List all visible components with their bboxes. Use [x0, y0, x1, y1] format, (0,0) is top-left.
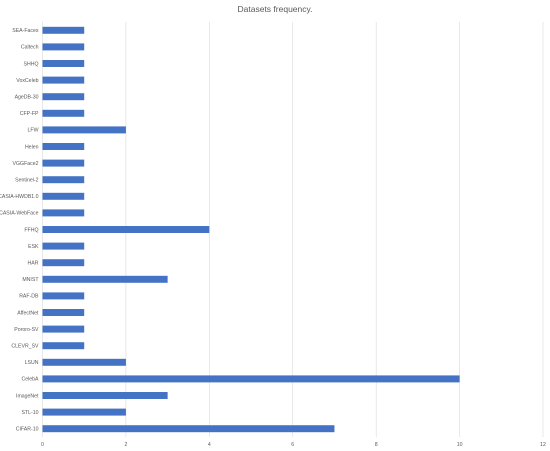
- category-label: VoxCeleb: [16, 78, 38, 84]
- category-label: STL-10: [21, 410, 38, 416]
- category-label: Pororo-SV: [14, 327, 39, 333]
- category-label: SEA-Faces: [12, 28, 39, 34]
- category-labels: SEA-Faces Caltech SHHQ VoxCeleb AgeDB-30 CFP-…: [0, 28, 39, 432]
- bar: [42, 375, 460, 383]
- category-label: RAF-DB: [19, 294, 39, 300]
- bar: [42, 226, 210, 233]
- category-label: SHHQ: [24, 61, 39, 67]
- category-label: Caltech: [21, 45, 39, 51]
- x-tick-label: 0: [41, 442, 44, 448]
- bar: [42, 309, 85, 316]
- bar: [42, 259, 85, 267]
- bar: [42, 60, 85, 67]
- x-tick-label: 2: [124, 442, 127, 448]
- category-label: ImageNet: [16, 393, 39, 399]
- bar: [42, 325, 85, 333]
- category-label: CASIA-WebFace: [0, 211, 39, 217]
- category-label: HAR: [28, 261, 39, 267]
- category-label: VGGFace2: [13, 161, 39, 167]
- category-label: FFHQ: [24, 227, 38, 233]
- x-tick-label: 10: [457, 442, 463, 448]
- bar: [42, 242, 85, 250]
- category-label: LSUN: [25, 360, 39, 366]
- bar: [42, 425, 335, 433]
- bar: [42, 275, 168, 283]
- bar: [42, 109, 85, 117]
- category-label: AffectNet: [17, 310, 39, 316]
- category-label: CFP-FP: [20, 111, 39, 117]
- x-tick-label: 6: [291, 442, 294, 448]
- x-tick-label: 8: [375, 442, 378, 448]
- bar: [42, 143, 85, 150]
- category-label: CASIA-HWDB1.0: [0, 194, 39, 200]
- bar: [42, 209, 85, 217]
- bar: [42, 76, 85, 84]
- bar: [42, 192, 85, 200]
- bars: [42, 26, 460, 433]
- category-label: CIFAR-10: [16, 427, 39, 433]
- x-axis-tick-labels: 0 2 4 6 8 10 12: [41, 442, 546, 448]
- bar: [42, 408, 126, 416]
- bar: [42, 392, 168, 399]
- category-label: LFW: [28, 128, 39, 134]
- category-label: CLEVR_SV: [11, 344, 39, 350]
- bar: [42, 358, 126, 366]
- bar: [42, 176, 85, 184]
- bar: [42, 43, 85, 51]
- bar: [42, 26, 85, 34]
- bar: [42, 93, 85, 101]
- chart-title: Datasets frequency.: [238, 4, 313, 14]
- x-tick-label: 12: [540, 442, 546, 448]
- bar: [42, 342, 85, 350]
- bar: [42, 292, 85, 300]
- category-label: AgeDB-30: [15, 95, 39, 101]
- bar: [42, 126, 126, 134]
- category-label: CelebA: [21, 377, 39, 383]
- x-tick-label: 4: [208, 442, 211, 448]
- category-label: ESK: [28, 244, 39, 250]
- category-label: Sentinel-2: [15, 178, 38, 184]
- bar: [42, 159, 85, 167]
- category-label: Helen: [25, 144, 39, 150]
- category-label: MNIST: [22, 277, 39, 283]
